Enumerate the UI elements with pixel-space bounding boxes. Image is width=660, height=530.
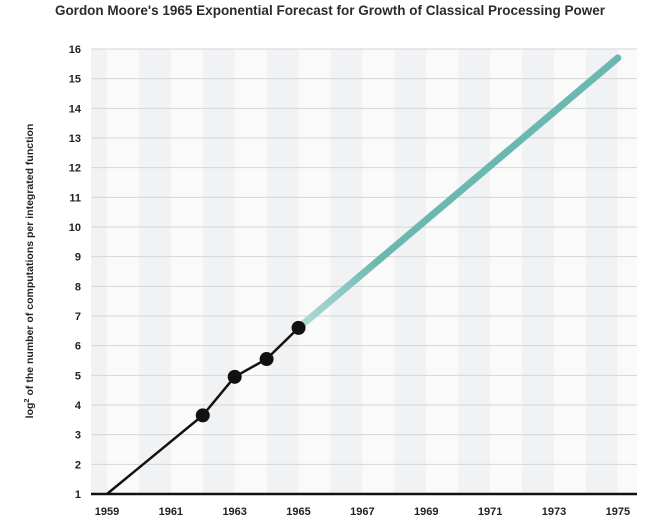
x-tick-label-1969: 1969	[414, 506, 438, 518]
data-point-1965	[291, 320, 306, 335]
background-band	[234, 49, 267, 494]
y-tick-label-8: 8	[75, 281, 81, 293]
y-tick-label-3: 3	[75, 430, 81, 442]
grid-lines	[91, 48, 637, 495]
y-tick-label-12: 12	[69, 163, 81, 175]
background-band	[202, 49, 235, 494]
y-tick-label-6: 6	[75, 341, 81, 353]
y-axis-label-rest: of the number of computations per integr…	[24, 124, 36, 399]
y-tick-label-4: 4	[75, 400, 82, 412]
data-points	[195, 320, 306, 423]
y-tick-label-11: 11	[69, 192, 81, 204]
x-tick-label-1961: 1961	[159, 506, 183, 518]
y-tick-label-13: 13	[69, 133, 81, 145]
background-band	[490, 49, 523, 494]
y-tick-label-10: 10	[69, 222, 81, 234]
data-point-1962	[195, 408, 210, 423]
data-point-1964	[259, 352, 274, 367]
x-tick-label-1975: 1975	[606, 506, 630, 518]
x-tick-labels: 1959 1961 1963 1965 1967 1969 1971 1973 1975	[95, 506, 630, 518]
x-tick-label-1963: 1963	[222, 506, 246, 518]
y-tick-label-9: 9	[75, 252, 81, 264]
y-tick-label-5: 5	[75, 370, 81, 382]
y-tick-label-2: 2	[75, 459, 81, 471]
y-axis-label-main: log	[24, 403, 36, 419]
y-tick-label-14: 14	[69, 103, 82, 115]
y-tick-label-7: 7	[75, 311, 81, 323]
background-band	[553, 49, 586, 494]
background-band	[106, 49, 139, 494]
background-band	[298, 49, 331, 494]
background-band	[91, 49, 107, 494]
y-axis-label-sup: 2	[22, 398, 31, 402]
background-band	[394, 49, 427, 494]
x-tick-label-1959: 1959	[95, 506, 119, 518]
y-axis-label: log2 of the number of computations per i…	[22, 124, 36, 419]
chart-title: Gordon Moore's 1965 Exponential Forecast…	[54, 3, 606, 18]
x-tick-label-1973: 1973	[542, 506, 566, 518]
y-tick-label-1: 1	[75, 489, 81, 501]
background-band	[585, 49, 618, 494]
background-band	[266, 49, 299, 494]
background-band	[458, 49, 491, 494]
x-tick-label-1971: 1971	[478, 506, 502, 518]
forecast-line	[295, 54, 622, 332]
y-tick-label-16: 16	[69, 44, 81, 56]
background-band	[617, 49, 637, 494]
x-tick-label-1967: 1967	[350, 506, 374, 518]
background-band	[138, 49, 171, 494]
data-point-1963	[227, 369, 242, 384]
y-tick-label-15: 15	[69, 74, 81, 86]
background-band	[426, 49, 459, 494]
background-bands	[91, 49, 637, 494]
x-tick-label-1965: 1965	[286, 506, 310, 518]
background-band	[330, 49, 363, 494]
